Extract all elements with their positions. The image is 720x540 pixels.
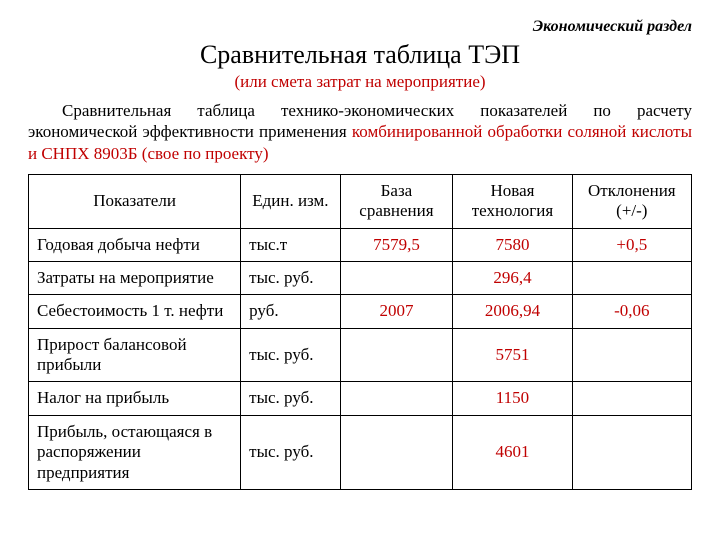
row-unit: тыс. руб. <box>241 382 340 415</box>
row-unit: тыс. руб. <box>241 328 340 382</box>
row-new: 296,4 <box>453 261 572 294</box>
row-dev: +0,5 <box>572 228 691 261</box>
row-dev <box>572 261 691 294</box>
row-base <box>340 328 453 382</box>
row-name: Годовая добыча нефти <box>29 228 241 261</box>
row-base: 7579,5 <box>340 228 453 261</box>
row-name: Прирост балансовой прибыли <box>29 328 241 382</box>
page-title: Сравнительная таблица ТЭП <box>28 40 692 70</box>
col-deviation: Отклонения (+/-) <box>572 174 691 228</box>
row-unit: тыс. руб. <box>241 415 340 489</box>
row-name: Себестоимость 1 т. нефти <box>29 295 241 328</box>
row-dev <box>572 415 691 489</box>
table-row: Прибыль, остающаяся в распоряжении предп… <box>29 415 692 489</box>
row-name: Затраты на мероприятие <box>29 261 241 294</box>
row-base <box>340 415 453 489</box>
col-base: База сравнения <box>340 174 453 228</box>
intro-paragraph: Сравнительная таблица технико-экономичес… <box>28 100 692 164</box>
col-new: Новая технология <box>453 174 572 228</box>
row-base: 2007 <box>340 295 453 328</box>
table-header-row: Показатели Един. изм. База сравнения Нов… <box>29 174 692 228</box>
row-dev <box>572 328 691 382</box>
table-row: Прирост балансовой прибыли тыс. руб. 575… <box>29 328 692 382</box>
row-new: 1150 <box>453 382 572 415</box>
row-base <box>340 261 453 294</box>
tep-table: Показатели Един. изм. База сравнения Нов… <box>28 174 692 490</box>
row-dev: -0,06 <box>572 295 691 328</box>
col-indicator: Показатели <box>29 174 241 228</box>
row-new: 7580 <box>453 228 572 261</box>
row-new: 5751 <box>453 328 572 382</box>
slide-container: Экономический раздел Сравнительная табли… <box>0 0 720 540</box>
row-base <box>340 382 453 415</box>
row-unit: тыс. руб. <box>241 261 340 294</box>
table-row: Затраты на мероприятие тыс. руб. 296,4 <box>29 261 692 294</box>
row-unit: тыс.т <box>241 228 340 261</box>
row-new: 4601 <box>453 415 572 489</box>
section-header: Экономический раздел <box>28 18 692 36</box>
page-subtitle: (или смета затрат на мероприятие) <box>28 72 692 92</box>
row-unit: руб. <box>241 295 340 328</box>
col-unit: Един. изм. <box>241 174 340 228</box>
row-dev <box>572 382 691 415</box>
row-name: Прибыль, остающаяся в распоряжении предп… <box>29 415 241 489</box>
table-row: Себестоимость 1 т. нефти руб. 2007 2006,… <box>29 295 692 328</box>
table-row: Налог на прибыль тыс. руб. 1150 <box>29 382 692 415</box>
row-name: Налог на прибыль <box>29 382 241 415</box>
table-row: Годовая добыча нефти тыс.т 7579,5 7580 +… <box>29 228 692 261</box>
row-new: 2006,94 <box>453 295 572 328</box>
